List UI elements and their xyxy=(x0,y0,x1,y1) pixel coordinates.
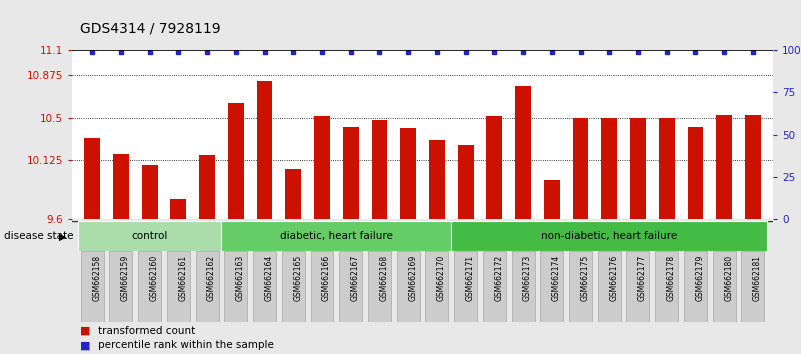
FancyBboxPatch shape xyxy=(451,221,767,251)
Text: GSM662168: GSM662168 xyxy=(380,255,388,301)
Text: non-diabetic, heart failure: non-diabetic, heart failure xyxy=(541,231,678,241)
Text: GSM662172: GSM662172 xyxy=(494,255,503,301)
Text: GSM662174: GSM662174 xyxy=(552,255,561,301)
FancyBboxPatch shape xyxy=(224,251,248,322)
Text: GSM662181: GSM662181 xyxy=(753,255,762,301)
Text: GSM662163: GSM662163 xyxy=(235,255,245,301)
FancyBboxPatch shape xyxy=(626,251,650,322)
Bar xyxy=(84,138,100,219)
Bar xyxy=(256,81,272,219)
Bar xyxy=(630,118,646,219)
Text: GSM662175: GSM662175 xyxy=(581,255,590,301)
Bar xyxy=(486,116,502,219)
Text: ▶: ▶ xyxy=(58,231,66,241)
Text: ■: ■ xyxy=(80,326,91,336)
Text: GSM662171: GSM662171 xyxy=(465,255,475,301)
FancyBboxPatch shape xyxy=(340,251,362,322)
FancyBboxPatch shape xyxy=(684,251,707,322)
Text: GSM662162: GSM662162 xyxy=(207,255,216,301)
Bar xyxy=(113,154,129,219)
Text: GSM662166: GSM662166 xyxy=(322,255,331,301)
FancyBboxPatch shape xyxy=(512,251,534,322)
FancyBboxPatch shape xyxy=(110,251,132,322)
Text: GDS4314 / 7928119: GDS4314 / 7928119 xyxy=(80,21,221,35)
Text: transformed count: transformed count xyxy=(98,326,195,336)
Bar xyxy=(515,86,531,219)
FancyBboxPatch shape xyxy=(713,251,735,322)
Bar xyxy=(687,127,703,219)
Bar xyxy=(544,180,560,219)
Text: disease state: disease state xyxy=(4,231,74,241)
Text: GSM662161: GSM662161 xyxy=(179,255,187,301)
FancyBboxPatch shape xyxy=(253,251,276,322)
Bar xyxy=(745,115,761,219)
Text: ■: ■ xyxy=(80,340,91,350)
Bar xyxy=(573,118,589,219)
Text: percentile rank within the sample: percentile rank within the sample xyxy=(98,340,274,350)
Bar xyxy=(658,118,674,219)
FancyBboxPatch shape xyxy=(368,251,391,322)
FancyBboxPatch shape xyxy=(138,251,161,322)
FancyBboxPatch shape xyxy=(311,251,333,322)
Text: GSM662167: GSM662167 xyxy=(351,255,360,301)
Text: GSM662165: GSM662165 xyxy=(293,255,302,301)
Bar xyxy=(716,115,732,219)
Text: GSM662173: GSM662173 xyxy=(523,255,532,301)
Text: GSM662160: GSM662160 xyxy=(150,255,159,301)
Bar xyxy=(429,140,445,219)
FancyBboxPatch shape xyxy=(167,251,190,322)
Bar xyxy=(343,127,359,219)
Bar xyxy=(457,145,473,219)
Text: GSM662178: GSM662178 xyxy=(666,255,676,301)
Bar xyxy=(285,169,301,219)
FancyBboxPatch shape xyxy=(598,251,621,322)
Text: GSM662177: GSM662177 xyxy=(638,255,647,301)
Bar xyxy=(314,116,330,219)
Text: GSM662169: GSM662169 xyxy=(409,255,417,301)
Text: control: control xyxy=(131,231,168,241)
FancyBboxPatch shape xyxy=(425,251,449,322)
FancyBboxPatch shape xyxy=(221,221,451,251)
FancyBboxPatch shape xyxy=(541,251,563,322)
Text: GSM662164: GSM662164 xyxy=(264,255,274,301)
FancyBboxPatch shape xyxy=(282,251,304,322)
FancyBboxPatch shape xyxy=(483,251,505,322)
Text: GSM662179: GSM662179 xyxy=(695,255,704,301)
Text: GSM662158: GSM662158 xyxy=(92,255,101,301)
Bar xyxy=(372,120,388,219)
Bar xyxy=(228,103,244,219)
FancyBboxPatch shape xyxy=(742,251,764,322)
FancyBboxPatch shape xyxy=(78,221,221,251)
Bar xyxy=(602,118,617,219)
Text: GSM662176: GSM662176 xyxy=(610,255,618,301)
Bar xyxy=(142,165,158,219)
Bar xyxy=(400,128,416,219)
Text: GSM662180: GSM662180 xyxy=(724,255,733,301)
FancyBboxPatch shape xyxy=(454,251,477,322)
Text: GSM662159: GSM662159 xyxy=(121,255,130,301)
Bar xyxy=(199,155,215,219)
FancyBboxPatch shape xyxy=(195,251,219,322)
Text: diabetic, heart failure: diabetic, heart failure xyxy=(280,231,392,241)
FancyBboxPatch shape xyxy=(569,251,592,322)
FancyBboxPatch shape xyxy=(655,251,678,322)
Text: GSM662170: GSM662170 xyxy=(437,255,446,301)
Bar xyxy=(171,199,187,219)
FancyBboxPatch shape xyxy=(81,251,103,322)
FancyBboxPatch shape xyxy=(396,251,420,322)
